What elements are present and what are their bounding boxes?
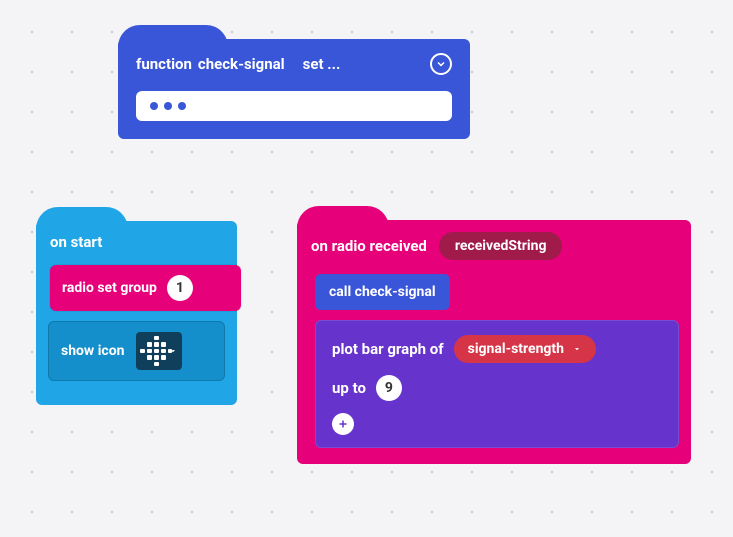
led-pixel (161, 342, 166, 346)
led-matrix-icon[interactable] (136, 332, 182, 370)
plot-prefix: plot bar graph of (332, 340, 444, 358)
led-pixel (154, 336, 159, 340)
slot-dot-icon (150, 102, 158, 110)
function-name: check-signal (198, 55, 285, 73)
plot-bar-graph-block[interactable]: plot bar graph of signal-strength up to … (315, 320, 679, 448)
led-pixel (154, 342, 159, 346)
led-pixel (147, 336, 152, 340)
plus-circle-icon[interactable] (332, 413, 354, 435)
led-pixel (154, 362, 159, 366)
led-pixel (154, 349, 159, 353)
led-pixel (140, 355, 145, 359)
up-to-label: up to (332, 379, 366, 397)
up-to-value[interactable]: 9 (376, 375, 402, 401)
radio-set-group-label: radio set group (62, 280, 157, 296)
led-pixel (161, 362, 166, 366)
led-pixel (154, 355, 159, 359)
show-icon-block[interactable]: show icon (48, 321, 225, 381)
led-pixel (140, 362, 145, 366)
show-icon-label: show icon (61, 343, 124, 359)
radio-set-group-block[interactable]: radio set group 1 (50, 265, 241, 311)
function-set-text: set ... (303, 55, 341, 73)
call-label: call check-signal (329, 284, 436, 300)
led-pixel (147, 349, 152, 353)
variable-pill[interactable]: signal-strength (454, 335, 596, 363)
led-pixel (168, 336, 173, 340)
function-body (118, 91, 470, 139)
function-header[interactable]: function check-signal set ... (118, 39, 470, 91)
on-start-block[interactable]: on start radio set group 1 show icon (36, 221, 237, 405)
led-pixel (140, 336, 145, 340)
slot-dot-icon (178, 102, 186, 110)
led-pixel (161, 355, 166, 359)
led-pixel (140, 342, 145, 346)
led-pixel (161, 336, 166, 340)
on-radio-title: on radio received (311, 237, 427, 255)
on-radio-received-block[interactable]: on radio received receivedString call ch… (297, 220, 691, 464)
led-pixel (168, 362, 173, 366)
function-keyword: function (136, 55, 192, 73)
on-start-title: on start (50, 233, 225, 251)
led-pixel (147, 342, 152, 346)
led-pixel (147, 362, 152, 366)
led-pixel (140, 349, 145, 353)
led-pixel (147, 355, 152, 359)
received-string-param[interactable]: receivedString (439, 232, 563, 260)
function-definition-block[interactable]: function check-signal set ... (118, 39, 470, 139)
function-empty-slot[interactable] (136, 91, 452, 121)
chevron-down-icon (572, 344, 582, 354)
variable-name: signal-strength (468, 341, 564, 357)
chevron-down-circle-icon[interactable] (430, 53, 452, 75)
call-function-block[interactable]: call check-signal (315, 274, 450, 310)
led-pixel (161, 349, 166, 353)
slot-dot-icon (164, 102, 172, 110)
radio-group-value[interactable]: 1 (167, 275, 193, 301)
